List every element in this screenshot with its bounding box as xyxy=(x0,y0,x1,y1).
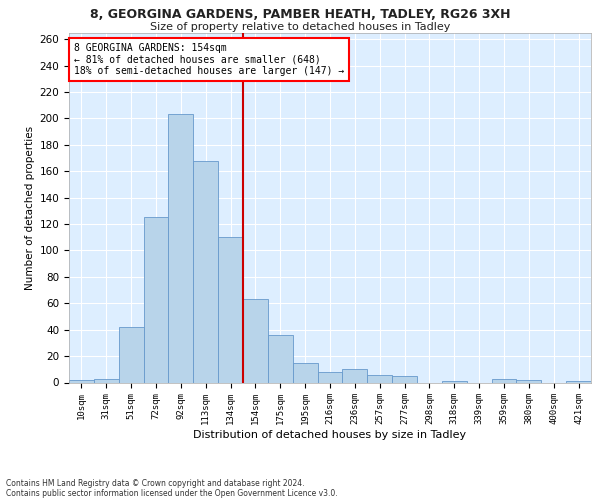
Bar xyxy=(343,370,367,382)
Bar xyxy=(218,237,243,382)
Y-axis label: Number of detached properties: Number of detached properties xyxy=(25,126,35,290)
Bar xyxy=(69,380,94,382)
Bar xyxy=(566,381,591,382)
X-axis label: Distribution of detached houses by size in Tadley: Distribution of detached houses by size … xyxy=(193,430,467,440)
Bar xyxy=(442,381,467,382)
Bar xyxy=(193,160,218,382)
Text: 8 GEORGINA GARDENS: 154sqm
← 81% of detached houses are smaller (648)
18% of sem: 8 GEORGINA GARDENS: 154sqm ← 81% of deta… xyxy=(74,43,344,76)
Bar xyxy=(517,380,541,382)
Bar xyxy=(94,378,119,382)
Text: Size of property relative to detached houses in Tadley: Size of property relative to detached ho… xyxy=(150,22,450,32)
Text: Contains HM Land Registry data © Crown copyright and database right 2024.: Contains HM Land Registry data © Crown c… xyxy=(6,478,305,488)
Bar xyxy=(367,374,392,382)
Bar xyxy=(143,218,169,382)
Bar xyxy=(268,335,293,382)
Text: 8, GEORGINA GARDENS, PAMBER HEATH, TADLEY, RG26 3XH: 8, GEORGINA GARDENS, PAMBER HEATH, TADLE… xyxy=(90,8,510,20)
Bar xyxy=(317,372,343,382)
Bar xyxy=(119,327,143,382)
Bar xyxy=(293,362,317,382)
Bar xyxy=(243,300,268,382)
Bar xyxy=(392,376,417,382)
Text: Contains public sector information licensed under the Open Government Licence v3: Contains public sector information licen… xyxy=(6,488,338,498)
Bar xyxy=(169,114,193,382)
Bar xyxy=(491,378,517,382)
